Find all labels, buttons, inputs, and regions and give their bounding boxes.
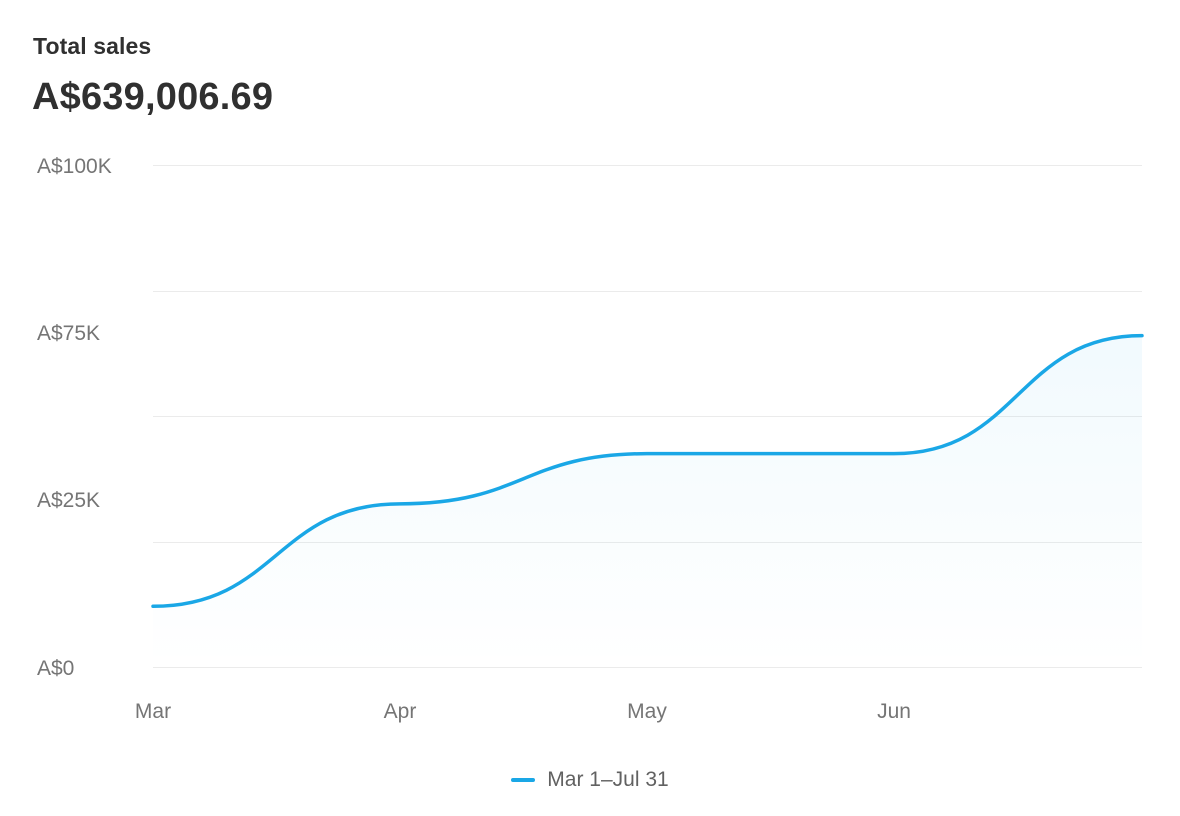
data-point[interactable] — [1136, 330, 1148, 342]
y-tick-label: A$0 — [37, 657, 74, 680]
data-point[interactable] — [147, 600, 159, 612]
y-tick-label: A$75K — [37, 322, 100, 345]
y-tick-label: A$25K — [37, 489, 100, 512]
x-tick-label: Jun — [877, 700, 911, 723]
chart-legend: Mar 1–Jul 31 — [0, 768, 1180, 792]
series-area — [153, 335, 1142, 667]
data-point[interactable] — [888, 448, 900, 460]
legend-label: Mar 1–Jul 31 — [547, 768, 669, 791]
data-point[interactable] — [641, 448, 653, 460]
y-tick-label: A$100K — [37, 155, 112, 178]
card-title: Total sales — [33, 33, 152, 59]
data-point[interactable] — [394, 498, 406, 510]
series-line[interactable] — [151, 333, 1144, 609]
x-tick-label: Mar — [135, 700, 171, 723]
x-tick-label: May — [627, 700, 667, 723]
legend-swatch — [511, 778, 536, 782]
legend-item-series[interactable]: Mar 1–Jul 31 — [511, 768, 669, 792]
total-sales-value: A$639,006.69 — [32, 76, 274, 118]
x-tick-label: Apr — [384, 700, 417, 723]
